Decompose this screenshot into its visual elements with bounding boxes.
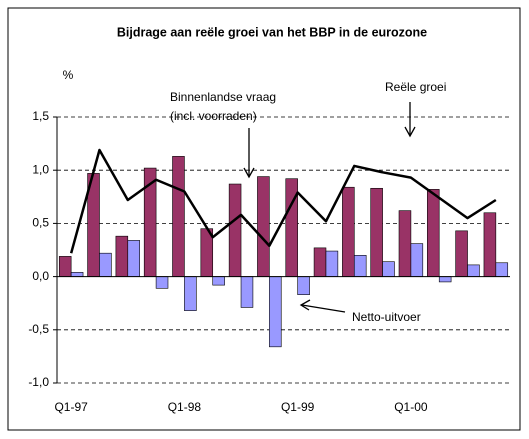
- x-tick-label: Q1-97: [54, 400, 88, 414]
- chart-title: Bijdrage aan reële groei van het BBP in …: [117, 25, 427, 39]
- bar: [410, 243, 424, 277]
- bar: [467, 264, 480, 277]
- bar: [212, 276, 225, 286]
- bar: [228, 183, 242, 277]
- y-tick-label: 0,0: [32, 269, 49, 283]
- bar: [370, 187, 383, 277]
- bar: [353, 255, 367, 277]
- bar: [495, 262, 509, 277]
- x-tick-label: Q1-99: [281, 400, 315, 414]
- annotation: Binnenlandse vraag: [170, 90, 276, 104]
- y-tick-label: 0,5: [32, 216, 49, 230]
- annotation: Reële groei: [385, 80, 446, 94]
- bar: [269, 276, 282, 348]
- y-tick-label: -0,5: [28, 322, 49, 336]
- bar: [382, 261, 395, 277]
- bar: [297, 276, 310, 295]
- bar: [155, 276, 169, 289]
- bar: [127, 240, 140, 277]
- bar: [172, 156, 185, 277]
- y-tick-label: -1,0: [28, 375, 49, 389]
- y-axis-label: %: [63, 68, 74, 82]
- bar: [427, 189, 440, 277]
- bar: [325, 250, 339, 277]
- annotation: (incl. voorraden): [170, 109, 257, 123]
- bar: [70, 272, 84, 277]
- bar: [58, 256, 72, 277]
- line: [69, 148, 497, 254]
- x-tick-label: Q1-98: [168, 400, 202, 414]
- bar: [115, 235, 129, 277]
- arrows: [243, 102, 416, 313]
- bar: [438, 276, 452, 283]
- annotation: Netto-uitvoer: [352, 310, 421, 324]
- x-tick-label: Q1-00: [394, 400, 428, 414]
- y-tick-label: 1,5: [32, 109, 49, 123]
- bar: [99, 252, 112, 277]
- bar: [313, 247, 327, 277]
- bar: [257, 176, 270, 277]
- y-tick-label: 1,0: [32, 162, 49, 176]
- bar: [455, 230, 468, 277]
- bar: [184, 276, 197, 311]
- bar: [240, 276, 254, 308]
- bar: [398, 210, 412, 277]
- bar: [342, 186, 355, 277]
- bar: [483, 212, 497, 277]
